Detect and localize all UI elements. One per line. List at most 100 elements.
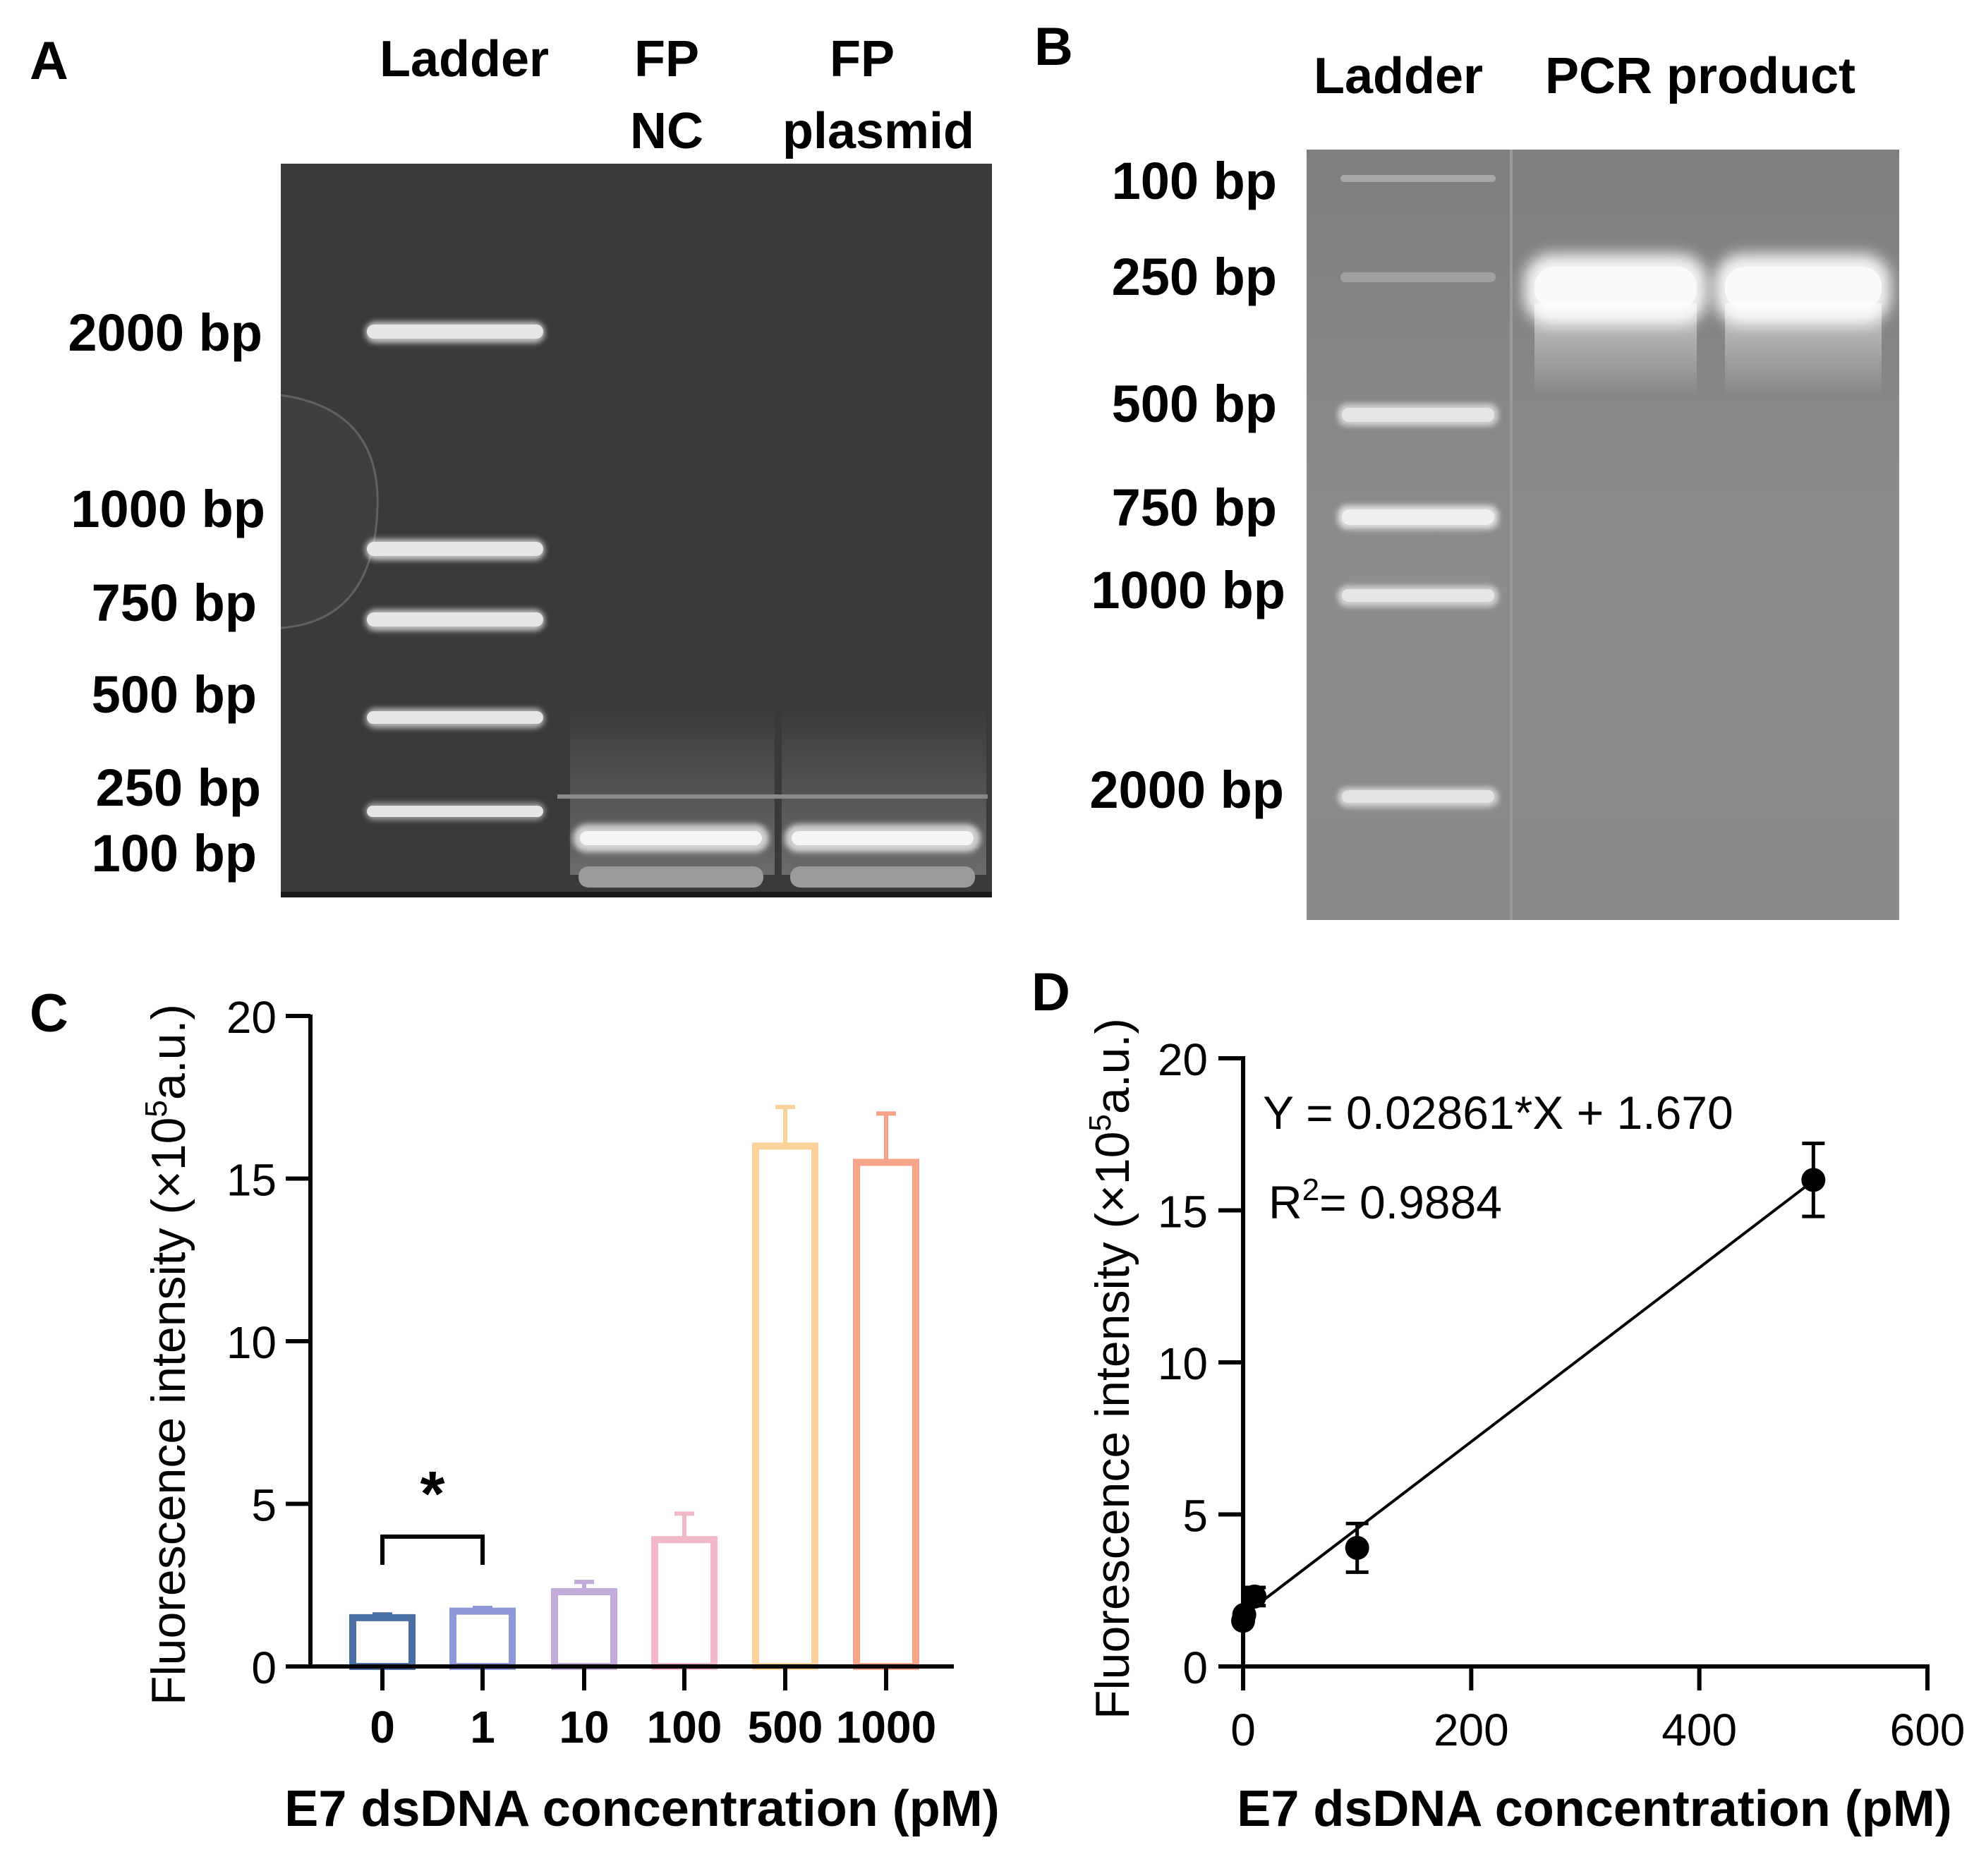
chart-d-point-1 — [1232, 1602, 1257, 1627]
chart-c-significance-bracket — [380, 1535, 485, 1565]
gel-a-bubble — [280, 394, 379, 629]
chart-c-bar-1000 — [853, 1158, 919, 1670]
nc-band-main — [580, 831, 762, 845]
nc-band-low — [579, 866, 763, 888]
chart-d-r2-value: = 0.9884 — [1319, 1176, 1502, 1228]
lane-label-pcr-product: PCR product — [1545, 48, 1855, 104]
pcr-band-1 — [1534, 267, 1697, 309]
chart-d-ylabel-main: Fluorescence intensity (×10 — [1086, 1132, 1139, 1719]
pcr-smear-2 — [1725, 303, 1882, 395]
panel-b-ladder-labels: 100 bp 250 bp 500 bp 750 bp 1000 bp 2000… — [1089, 152, 1285, 819]
chart-c-ytick-label-15: 15 — [226, 1155, 277, 1206]
ladder-label-a-2000: 2000 bp — [68, 303, 262, 362]
plasmid-band-low — [790, 866, 975, 888]
chart-c-bar-1 — [449, 1607, 516, 1670]
panel-a-ladder-labels: 2000 bp 1000 bp 750 bp 500 bp 250 bp 100… — [68, 303, 265, 883]
lane-label-fp-nc-line2: NC — [630, 103, 703, 159]
ladder-label-a-1000: 1000 bp — [71, 480, 265, 538]
chart-c-significance: * — [380, 1459, 485, 1565]
chart-d-fit-line — [1242, 1179, 1815, 1617]
chart-c-xtick-label-100: 100 — [647, 1702, 722, 1753]
panel-b-letter: B — [1034, 17, 1073, 77]
chart-d-equation: Y = 0.02861*X + 1.670 — [1263, 1087, 1733, 1139]
panel-c-letter: C — [30, 984, 68, 1043]
chart-d-ytick-label-5: 5 — [1182, 1491, 1208, 1542]
ladder-label-a-750: 750 bp — [92, 574, 257, 632]
chart-c-bar-0 — [349, 1614, 416, 1671]
ladder-b-band-750 — [1342, 509, 1494, 525]
lane-label-ladder-a: Ladder — [380, 31, 549, 87]
gel-a — [280, 164, 992, 897]
ladder-b-band-2000 — [1342, 790, 1494, 803]
chart-c-ylabel-tail: a.u.) — [142, 1004, 195, 1100]
chart-c-ytick-label-0: 0 — [251, 1642, 277, 1693]
chart-c-xlabel: E7 dsDNA concentration (pM) — [284, 1781, 999, 1837]
ladder-label-b-1000: 1000 bp — [1091, 561, 1285, 619]
chart-c-xtick-label-10: 10 — [559, 1702, 609, 1753]
chart-c-ylabel-main: Fluorescence intensity (×10 — [142, 1118, 195, 1705]
chart-d-xtick-label-200: 200 — [1434, 1705, 1509, 1755]
ladder-label-b-250: 250 bp — [1112, 248, 1277, 306]
ladder-band-250 — [367, 806, 543, 817]
chart-d-xlabel: E7 dsDNA concentration (pM) — [1237, 1781, 1951, 1837]
chart-d-xtick-label-600: 600 — [1890, 1705, 1966, 1755]
chart-c-xtick-label-1: 1 — [470, 1702, 495, 1753]
chart-d-ytick-label-10: 10 — [1158, 1338, 1208, 1389]
panel-a-lane-labels: Ladder FP NC FP plasmid — [380, 31, 974, 159]
chart-d: 0 5 10 15 20 0 200 400 600 Y = 0.02861*X + 1.67… — [1083, 1018, 1965, 1837]
chart-c-xtick-label-0: 0 — [370, 1702, 395, 1753]
ladder-b-band-1000 — [1342, 589, 1494, 602]
lane-label-fp-nc-line1: FP — [634, 31, 699, 87]
ladder-b-band-250-faint — [1340, 272, 1496, 282]
ladder-b-band-top-faint — [1340, 175, 1496, 182]
chart-c-xtick-label-1000: 1000 — [836, 1702, 936, 1753]
chart-c-yticks: 0 5 10 15 20 — [226, 992, 310, 1693]
ladder-b-band-500 — [1342, 408, 1494, 422]
gel-a-well-line — [557, 794, 988, 799]
chart-c-xticks: 0 1 10 100 500 1000 — [370, 1666, 936, 1753]
chart-c-ytick-label-5: 5 — [251, 1480, 277, 1531]
chart-d-xtick-label-400: 400 — [1661, 1705, 1737, 1755]
chart-c-significance-star: * — [420, 1459, 444, 1530]
chart-d-ylabel-tail: a.u.) — [1086, 1018, 1139, 1114]
gel-a-sample-bands — [557, 794, 988, 888]
chart-d-r2-prefix: R — [1269, 1176, 1302, 1228]
chart-c-ytick-label-20: 20 — [226, 992, 277, 1043]
plasmid-band-main — [792, 831, 974, 845]
chart-d-ytick-label-0: 0 — [1182, 1642, 1208, 1693]
chart-c-bar-500 — [752, 1142, 818, 1670]
pcr-smear-1 — [1534, 303, 1697, 395]
gel-b — [1307, 150, 1899, 920]
chart-d-fit — [1242, 1179, 1815, 1617]
ladder-label-b-2000: 2000 bp — [1089, 761, 1284, 819]
chart-c-bar-10 — [551, 1587, 617, 1670]
ladder-label-a-100: 100 bp — [92, 824, 257, 883]
chart-d-ylabel-sup: 5 — [1083, 1114, 1118, 1131]
ladder-label-a-500: 500 bp — [92, 665, 257, 724]
ladder-label-b-750: 750 bp — [1112, 478, 1277, 537]
lane-label-ladder-b: Ladder — [1314, 48, 1483, 104]
chart-d-yticks: 0 5 10 15 20 — [1158, 1034, 1243, 1693]
ladder-label-a-250: 250 bp — [96, 758, 261, 817]
chart-d-point-100 — [1345, 1535, 1369, 1560]
ladder-band-2000 — [367, 325, 543, 339]
chart-d-ytick-label-20: 20 — [1158, 1034, 1208, 1085]
ladder-label-b-100: 100 bp — [1112, 152, 1277, 210]
gel-a-ladder-bands — [365, 322, 545, 820]
chart-d-point-500 — [1801, 1168, 1826, 1192]
lane-label-fp-plasmid-line1: FP — [830, 31, 895, 87]
chart-d-points — [1231, 1142, 1826, 1633]
chart-d-r2: R2= 0.9884 — [1269, 1173, 1502, 1228]
panel-d-letter: D — [1031, 962, 1070, 1022]
ladder-band-750 — [367, 612, 543, 627]
chart-c-ylabel: Fluorescence intensity (×105a.u.) — [139, 1004, 195, 1705]
chart-d-r2-sup: 2 — [1302, 1173, 1319, 1207]
ladder-label-b-500: 500 bp — [1112, 375, 1277, 433]
chart-c-bar-100 — [651, 1536, 717, 1670]
chart-c-ytick-label-10: 10 — [226, 1317, 277, 1368]
chart-d-point-10 — [1242, 1584, 1267, 1609]
ladder-band-1000 — [367, 542, 543, 556]
chart-d-ytick-label-15: 15 — [1158, 1187, 1208, 1237]
chart-c: 0 5 10 15 20 0 1 10 100 500 1000 * E7 dsDNA conce… — [139, 992, 1000, 1837]
